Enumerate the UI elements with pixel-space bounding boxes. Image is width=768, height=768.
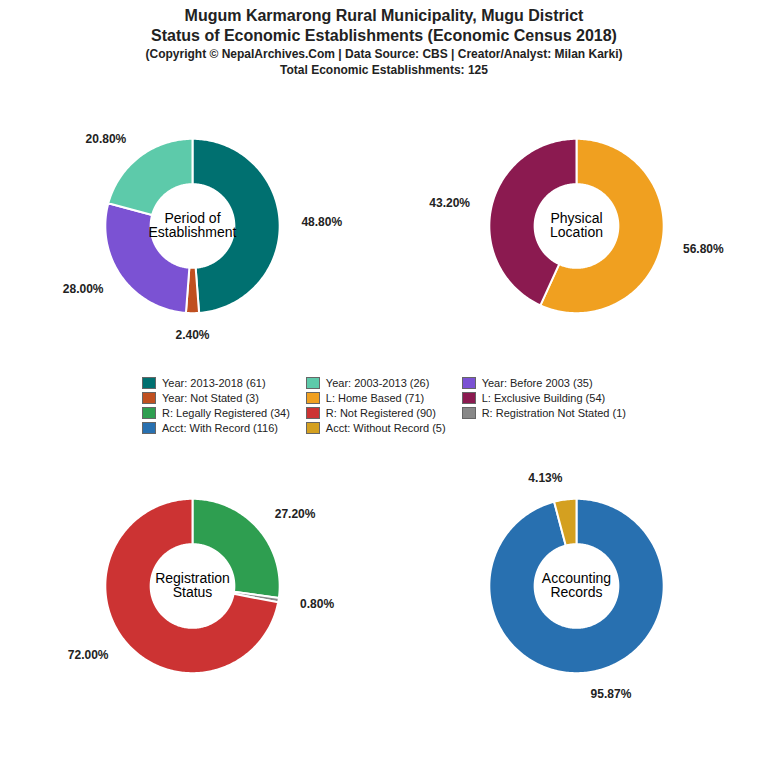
svg-text:56.80%: 56.80% xyxy=(683,242,724,256)
html-text:L: Exclusive Building (54): L: Exclusive Building (54) xyxy=(481,392,606,404)
svg-text:2.40%: 2.40% xyxy=(175,328,209,342)
html-text:Year: 2013-2018 (61): Year: 2013-2018 (61) xyxy=(162,377,266,389)
svg-text:Period ofEstablishment: Period ofEstablishment xyxy=(149,210,237,240)
svg-text:20.80%: 20.80% xyxy=(86,132,127,146)
html-text:Mugum Karmarong Rural Municipa: Mugum Karmarong Rural Municipality, Mugu… xyxy=(184,7,584,24)
svg-text:27.20%: 27.20% xyxy=(275,507,316,521)
svg-text:4.13%: 4.13% xyxy=(528,471,562,485)
html-text:R: Not Registered (90): R: Not Registered (90) xyxy=(325,407,436,419)
html-text:L: Home Based (71): L: Home Based (71) xyxy=(325,392,425,404)
html-text:R: Registration Not Stated (1): R: Registration Not Stated (1) xyxy=(481,407,626,419)
html-text:Year: Not Stated (3): Year: Not Stated (3) xyxy=(162,392,259,404)
html-text:Year: Before 2003 (35): Year: Before 2003 (35) xyxy=(481,377,593,389)
svg-text:PhysicalLocation: PhysicalLocation xyxy=(550,210,603,240)
svg-text:72.00%: 72.00% xyxy=(68,648,109,662)
html-text:R: Legally Registered (34): R: Legally Registered (34) xyxy=(162,407,290,419)
svg-text:43.20%: 43.20% xyxy=(429,196,470,210)
html-text:Total Economic Establishments:: Total Economic Establishments: 125 xyxy=(280,63,488,77)
svg-text:48.80%: 48.80% xyxy=(301,215,342,229)
svg-text:95.87%: 95.87% xyxy=(591,687,632,701)
svg-text:AccountingRecords: AccountingRecords xyxy=(542,570,611,600)
html-text:Acct: Without Record (5): Acct: Without Record (5) xyxy=(325,422,446,434)
svg-text:28.00%: 28.00% xyxy=(63,282,104,296)
html-text:Year: 2003-2013 (26): Year: 2003-2013 (26) xyxy=(325,377,430,389)
svg-text:0.80%: 0.80% xyxy=(300,597,334,611)
html-text:Acct: With Record (116): Acct: With Record (116) xyxy=(162,422,278,434)
html-text:Status of Economic Establishme: Status of Economic Establishments (Econo… xyxy=(151,27,617,44)
svg-text:RegistrationStatus: RegistrationStatus xyxy=(155,570,230,600)
html-text:(Copyright © NepalArchives.Com: (Copyright © NepalArchives.Com | Data So… xyxy=(145,47,623,61)
